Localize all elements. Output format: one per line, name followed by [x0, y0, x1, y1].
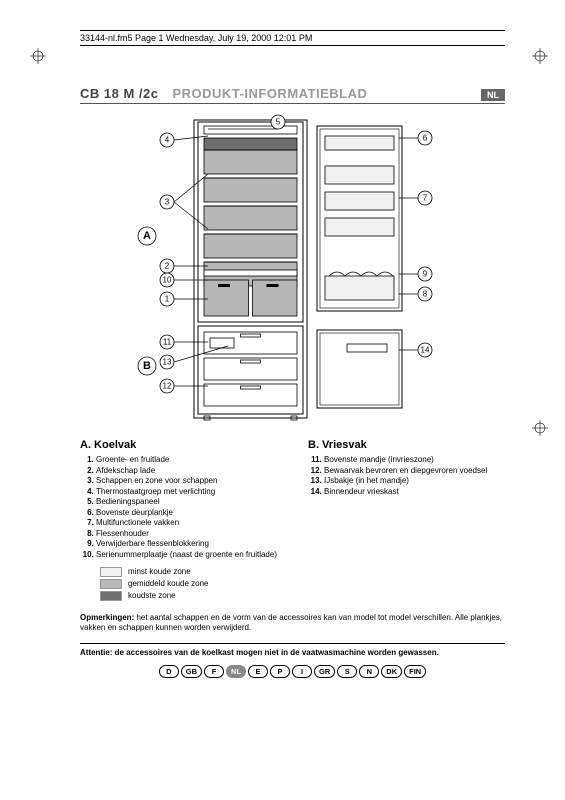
section-a: A. Koelvak Groente- en fruitlade Afdeksch…: [80, 433, 290, 603]
legend-row: minst koude zone: [80, 567, 290, 577]
svg-text:8: 8: [422, 290, 427, 299]
parts-list-item: Bovenste mandje (invrieszone): [324, 455, 498, 464]
language-pill[interactable]: F: [204, 665, 224, 678]
title-row: CB 18 M /2c PRODUKT-INFORMATIEBLAD NL: [80, 86, 505, 104]
language-badge: NL: [481, 89, 505, 101]
parts-list-item: IJsbakje (in het mandje): [324, 476, 498, 485]
section-b-heading: B. Vriesvak: [308, 439, 498, 451]
page: 33144-nl.fm5 Page 1 Wednesday, July 19, …: [0, 0, 565, 698]
crop-mark: [532, 48, 548, 64]
temperature-legend: minst koude zone gemiddeld koude zone koud…: [80, 567, 290, 601]
parts-list-item: Binnendeur vrieskast: [324, 487, 498, 496]
legend-swatch: [100, 579, 122, 589]
model-number: CB 18 M /2c: [80, 86, 158, 101]
remarks: Opmerkingen: het aantal schappen en de v…: [80, 613, 505, 645]
svg-text:6: 6: [422, 134, 427, 143]
legend-row: koudste zone: [80, 591, 290, 601]
page-header: 33144-nl.fm5 Page 1 Wednesday, July 19, …: [80, 30, 505, 46]
svg-text:14: 14: [420, 346, 429, 355]
svg-text:2: 2: [164, 262, 169, 271]
language-pill[interactable]: NL: [226, 665, 246, 678]
svg-text:11: 11: [162, 338, 171, 347]
parts-list-item: Bovenste deurplankje: [96, 508, 290, 517]
language-pill[interactable]: E: [248, 665, 268, 678]
doc-title: PRODUKT-INFORMATIEBLAD: [172, 86, 481, 101]
svg-text:B: B: [143, 360, 151, 372]
language-selector: DGBFNLEPIGRSNDKFIN: [80, 665, 505, 678]
language-pill[interactable]: FIN: [404, 665, 426, 678]
section-a-list: Groente- en fruitlade Afdekschap ladeScha…: [80, 455, 290, 559]
svg-text:3: 3: [164, 198, 169, 207]
parts-list-item: Bedieningspaneel: [96, 497, 290, 506]
parts-list-item: Serienummerplaatje (naast de groente en …: [96, 550, 290, 559]
parts-list-item: Schappen en zone voor schappen: [96, 476, 290, 485]
language-pill[interactable]: GR: [314, 665, 335, 678]
remarks-label: Opmerkingen:: [80, 613, 134, 622]
parts-list-item: Multifunctionele vakken: [96, 518, 290, 527]
language-pill[interactable]: S: [337, 665, 357, 678]
legend-label: gemiddeld koude zone: [128, 579, 209, 588]
parts-columns: A. Koelvak Groente- en fruitlade Afdeksch…: [80, 433, 505, 603]
language-pill[interactable]: N: [359, 665, 379, 678]
parts-list-item: Verwijderbare flessenblokkering: [96, 539, 290, 548]
parts-list-item: Thermostaatgroep met verlichting: [96, 487, 290, 496]
svg-text:1: 1: [164, 295, 169, 304]
section-b: B. Vriesvak Bovenste mandje (invrieszone…: [308, 433, 498, 603]
legend-label: koudste zone: [128, 591, 176, 600]
language-pill[interactable]: P: [270, 665, 290, 678]
svg-text:A: A: [143, 230, 151, 242]
attention-note: Attentie: de accessoires van de koelkast…: [80, 648, 505, 657]
svg-text:9: 9: [422, 270, 427, 279]
language-pill[interactable]: D: [159, 665, 179, 678]
svg-text:5: 5: [275, 118, 280, 127]
crop-mark: [532, 420, 548, 436]
parts-list-item: Flessenhouder: [96, 529, 290, 538]
attention-text: Attentie: de accessoires van de koelkast…: [80, 648, 439, 657]
parts-list-item: Groente- en fruitlade: [96, 455, 290, 464]
legend-row: gemiddeld koude zone: [80, 579, 290, 589]
section-b-list: Bovenste mandje (invrieszone) Bewaarvak b…: [308, 455, 498, 496]
legend-swatch: [100, 591, 122, 601]
language-pill[interactable]: GB: [181, 665, 202, 678]
parts-list-item: Bewaarvak bevroren en diepgevroren voeds…: [324, 466, 498, 475]
product-diagram: A B 5 4 3 2 10 1 6 7 9 8 11 13 12 14: [80, 114, 505, 427]
crop-mark: [30, 48, 46, 64]
language-pill[interactable]: I: [292, 665, 312, 678]
parts-list-item: Afdekschap lade: [96, 466, 290, 475]
svg-text:4: 4: [164, 136, 169, 145]
language-pill[interactable]: DK: [381, 665, 402, 678]
section-a-heading: A. Koelvak: [80, 439, 290, 451]
legend-label: minst koude zone: [128, 567, 191, 576]
legend-swatch: [100, 567, 122, 577]
svg-text:7: 7: [422, 194, 427, 203]
svg-text:12: 12: [162, 382, 171, 391]
svg-text:10: 10: [162, 276, 171, 285]
remarks-text: het aantal schappen en de vorm van de ac…: [80, 613, 502, 632]
svg-text:13: 13: [162, 358, 171, 367]
